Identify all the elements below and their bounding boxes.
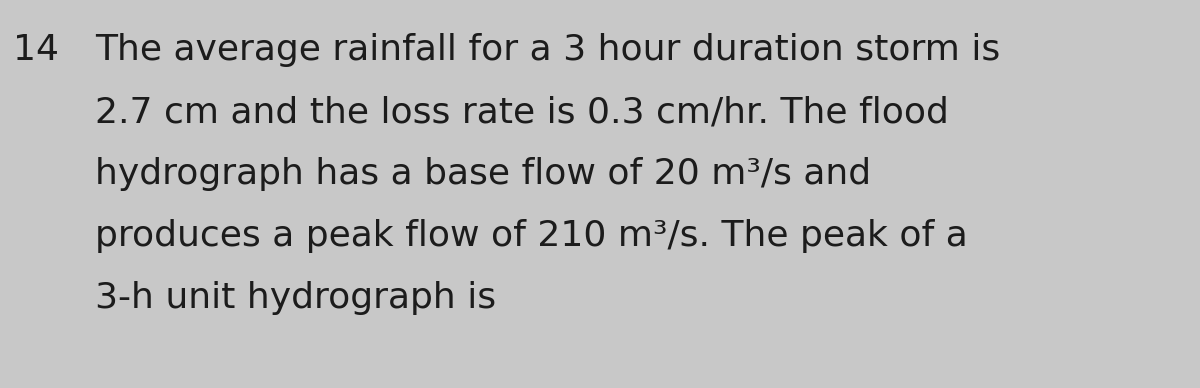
Text: 3-h unit hydrograph is: 3-h unit hydrograph is: [95, 281, 496, 315]
Text: 14: 14: [13, 33, 59, 67]
Text: hydrograph has a base flow of 20 m³/s and: hydrograph has a base flow of 20 m³/s an…: [95, 157, 871, 191]
Text: The average rainfall for a 3 hour duration storm is: The average rainfall for a 3 hour durati…: [95, 33, 1001, 67]
Text: 2.7 cm and the loss rate is 0.3 cm/hr. The flood: 2.7 cm and the loss rate is 0.3 cm/hr. T…: [95, 95, 949, 129]
Text: produces a peak flow of 210 m³/s. The peak of a: produces a peak flow of 210 m³/s. The pe…: [95, 219, 967, 253]
